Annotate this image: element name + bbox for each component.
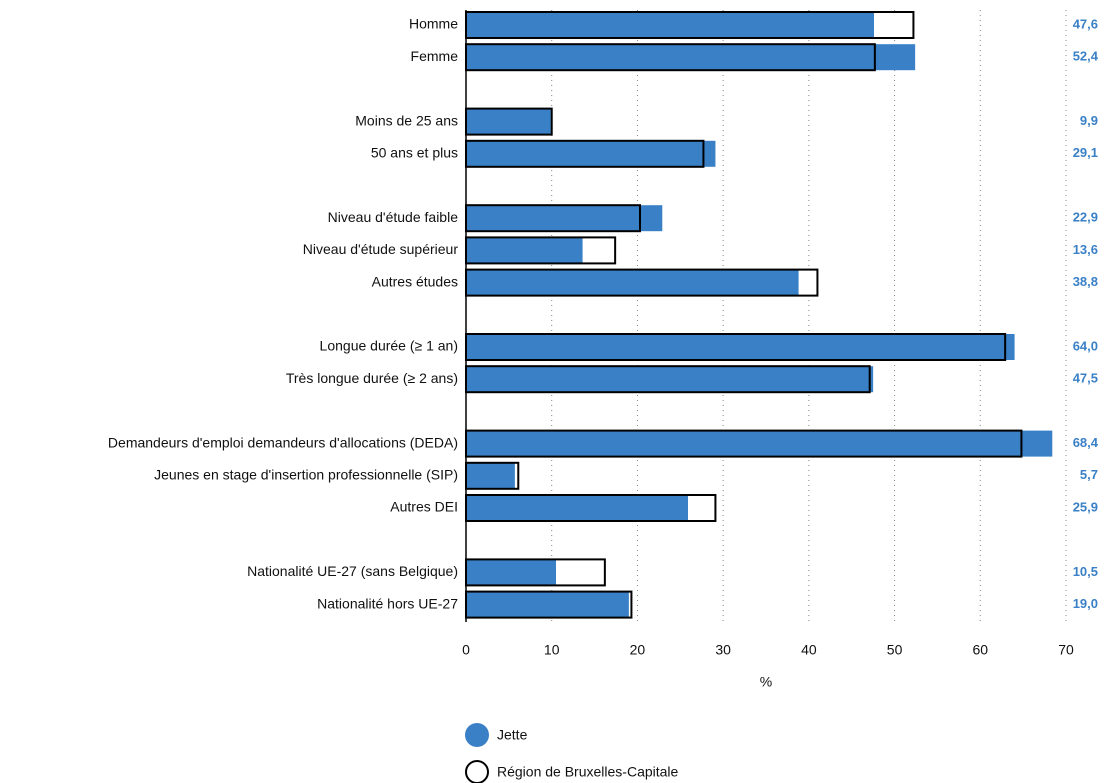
region-outline (465, 268, 819, 297)
region-outline (465, 494, 717, 522)
value-label: 5,7 (1080, 467, 1098, 482)
legend-label: Région de Bruxelles-Capitale (497, 764, 679, 780)
y-tick-label: Très longue durée (≥ 2 ans) (286, 370, 458, 386)
jette-bar (466, 205, 663, 232)
y-tick-label: Moins de 25 ans (355, 112, 458, 128)
x-tick-label: 70 (1058, 642, 1074, 658)
y-tick-label: 50 ans et plus (371, 145, 458, 161)
region-outline (465, 429, 1023, 458)
x-tick-label: 30 (715, 642, 731, 658)
jette-bar (466, 12, 874, 38)
jette-bar (466, 430, 1053, 457)
region-outline (465, 333, 1007, 361)
jette-bar (466, 366, 874, 393)
y-tick-label: Demandeurs d'emploi demandeurs d'allocat… (108, 434, 458, 450)
jette-bar (466, 495, 688, 521)
value-label: 29,1 (1073, 145, 1098, 160)
x-tick-label: 60 (972, 642, 988, 658)
y-tick-label: Femme (411, 48, 459, 64)
x-tick-label: 10 (544, 642, 560, 658)
x-tick-label: 20 (630, 642, 646, 658)
region-outline (465, 204, 641, 233)
y-tick-label: Autres DEI (390, 499, 458, 515)
region-outline (465, 236, 617, 265)
region-outline (465, 461, 520, 490)
x-tick-label: 50 (887, 642, 903, 658)
jette-bar (466, 108, 551, 135)
jette-bar (466, 140, 716, 167)
value-label: 25,9 (1073, 499, 1098, 514)
x-tick-label: 0 (462, 642, 470, 658)
y-tick-label: Jeunes en stage d'insertion professionne… (154, 467, 458, 483)
jette-bar (466, 559, 556, 586)
x-tick-label: 40 (801, 642, 817, 658)
legend-marker (465, 723, 489, 747)
value-label: 13,6 (1073, 242, 1098, 257)
x-axis-label: % (760, 674, 772, 690)
region-outline (465, 139, 705, 168)
legend-label: Jette (497, 727, 528, 743)
region-outline (465, 43, 876, 72)
region-outline (465, 365, 871, 394)
jette-bar (466, 269, 799, 296)
jette-bar (466, 334, 1015, 360)
value-label: 22,9 (1073, 210, 1098, 225)
value-label: 64,0 (1073, 338, 1098, 353)
y-tick-label: Nationalité UE-27 (sans Belgique) (247, 563, 458, 579)
value-label: 47,6 (1073, 16, 1098, 31)
value-label: 52,4 (1073, 49, 1099, 64)
legend-marker (465, 760, 489, 783)
jette-bar (466, 237, 583, 264)
region-outline (465, 11, 915, 39)
jette-bar (466, 44, 916, 71)
y-tick-label: Homme (409, 16, 458, 32)
value-label: 9,9 (1080, 113, 1098, 128)
value-label: 68,4 (1073, 435, 1099, 450)
jette-bar (466, 591, 629, 618)
jette-bar (466, 462, 515, 489)
y-tick-label: Autres études (372, 273, 458, 289)
y-tick-label: Niveau d'étude supérieur (303, 241, 459, 257)
value-label: 38,8 (1073, 274, 1098, 289)
value-label: 10,5 (1073, 564, 1098, 579)
y-tick-label: Niveau d'étude faible (328, 209, 459, 225)
value-label: 47,5 (1073, 371, 1098, 386)
value-label: 19,0 (1073, 596, 1098, 611)
y-tick-label: Nationalité hors UE-27 (317, 595, 458, 611)
region-outline (465, 107, 553, 136)
region-outline (465, 558, 606, 587)
y-tick-label: Longue durée (≥ 1 an) (320, 338, 458, 354)
region-outline (465, 590, 633, 619)
